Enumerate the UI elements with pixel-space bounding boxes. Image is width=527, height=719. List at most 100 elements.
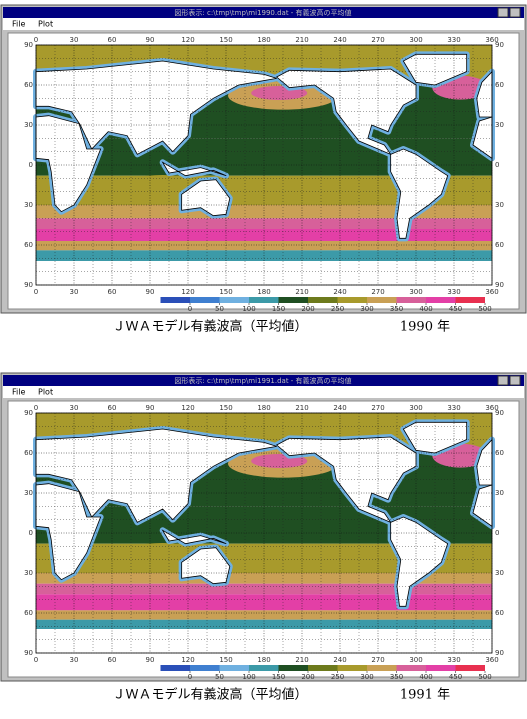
- x-tick-label: 150: [219, 404, 232, 412]
- x-tick-label: 30: [70, 404, 79, 412]
- y-tick-label: 90: [24, 409, 33, 417]
- land: [181, 547, 231, 585]
- caption-year: 1991 年: [400, 688, 450, 703]
- y-tick-label: 30: [24, 121, 33, 129]
- window-button[interactable]: [497, 7, 509, 18]
- window-button[interactable]: [497, 375, 509, 386]
- x-tick-label: 360: [485, 656, 498, 664]
- colorbar-label: 450: [449, 673, 462, 681]
- x-tick-label: 270: [371, 288, 384, 296]
- y-tick-label: 0: [29, 529, 33, 537]
- plot-border: [35, 44, 493, 286]
- colorbar-label: 350: [390, 305, 403, 313]
- colorbar-swatch: [426, 297, 456, 303]
- x-tick-label: 330: [447, 288, 460, 296]
- land: [275, 68, 417, 156]
- wave-band: [36, 619, 492, 629]
- colorbar-swatch: [249, 665, 279, 671]
- y-tick-label: 90: [24, 649, 33, 657]
- caption-year: 1990 年: [400, 320, 450, 335]
- y-tick-label: 30: [495, 569, 504, 577]
- colorbar-label: 500: [478, 673, 491, 681]
- x-tick-label: 90: [146, 36, 155, 44]
- x-tick-label: 360: [485, 36, 498, 44]
- x-tick-label: 300: [409, 36, 422, 44]
- x-tick-label: 240: [333, 36, 346, 44]
- x-tick-label: 180: [257, 656, 270, 664]
- x-tick-label: 180: [257, 404, 270, 412]
- colorbar-label: 150: [272, 673, 285, 681]
- x-tick-label: 30: [70, 288, 79, 296]
- menu-item[interactable]: File: [12, 388, 25, 397]
- caption: ＪＷＡモデル有義波高（平均値）: [112, 319, 307, 335]
- menu-item[interactable]: Plot: [38, 20, 53, 29]
- x-tick-label: 270: [371, 656, 384, 664]
- menu-item[interactable]: Plot: [38, 388, 53, 397]
- land: [476, 70, 493, 118]
- land: [35, 60, 277, 155]
- wave-band: [36, 218, 492, 229]
- plot-border: [35, 412, 493, 654]
- colorbar-swatch: [396, 665, 426, 671]
- x-tick-label: 0: [34, 288, 38, 296]
- y-tick-label: 90: [495, 41, 504, 49]
- x-tick-label: 90: [146, 288, 155, 296]
- y-tick-label: 30: [24, 569, 33, 577]
- y-tick-label: 0: [495, 161, 499, 169]
- y-tick-label: 60: [24, 609, 33, 617]
- y-tick-label: 0: [29, 161, 33, 169]
- window-button[interactable]: [509, 7, 521, 18]
- x-tick-label: 180: [257, 288, 270, 296]
- colorbar-label: 100: [242, 305, 255, 313]
- title-bar: [3, 375, 524, 386]
- colorbar-label: 200: [301, 673, 314, 681]
- colorbar-label: 100: [242, 673, 255, 681]
- x-tick-label: 30: [70, 36, 79, 44]
- y-tick-label: 60: [495, 81, 504, 89]
- colorbar-swatch: [219, 297, 249, 303]
- window-button[interactable]: [509, 375, 521, 386]
- y-tick-label: 0: [495, 529, 499, 537]
- menu-bar: [3, 18, 524, 30]
- x-tick-label: 0: [34, 36, 38, 44]
- land: [35, 428, 277, 523]
- colorbar-swatch: [426, 665, 456, 671]
- colorbar-label: 300: [360, 305, 373, 313]
- x-tick-label: 270: [371, 36, 384, 44]
- x-tick-label: 300: [409, 404, 422, 412]
- y-tick-label: 90: [495, 409, 504, 417]
- wave-band: [36, 610, 492, 620]
- x-tick-label: 90: [146, 656, 155, 664]
- x-tick-label: 210: [295, 36, 308, 44]
- colorbar-label: 0: [188, 305, 192, 313]
- wave-band: [36, 594, 492, 611]
- colorbar-swatch: [367, 297, 397, 303]
- x-tick-label: 300: [409, 288, 422, 296]
- colorbar-label: 250: [331, 673, 344, 681]
- x-tick-label: 300: [409, 656, 422, 664]
- y-tick-label: 30: [495, 201, 504, 209]
- menu-bar: [3, 386, 524, 398]
- colorbar-label: 300: [360, 673, 373, 681]
- x-tick-label: 60: [108, 656, 117, 664]
- y-tick-label: 30: [495, 121, 504, 129]
- colorbar-swatch: [455, 665, 485, 671]
- x-tick-label: 210: [295, 656, 308, 664]
- colorbar-swatch: [455, 297, 485, 303]
- x-tick-label: 210: [295, 404, 308, 412]
- window-title: 図形表示: c:\tmp\tmp\mi1990.dat - 有義波高の平均値: [174, 8, 351, 17]
- colorbar-swatch: [337, 665, 367, 671]
- menu-item[interactable]: File: [12, 20, 25, 29]
- y-tick-label: 60: [495, 449, 504, 457]
- x-tick-label: 30: [70, 656, 79, 664]
- land: [275, 436, 417, 524]
- colorbar-swatch: [308, 665, 338, 671]
- y-tick-label: 30: [495, 489, 504, 497]
- window-title: 図形表示: c:\tmp\tmp\mi1991.dat - 有義波高の平均値: [174, 376, 351, 385]
- x-tick-label: 240: [333, 656, 346, 664]
- x-tick-label: 240: [333, 404, 346, 412]
- y-tick-label: 60: [24, 241, 33, 249]
- y-tick-label: 90: [495, 281, 504, 289]
- colorbar-swatch: [337, 297, 367, 303]
- land: [476, 438, 493, 486]
